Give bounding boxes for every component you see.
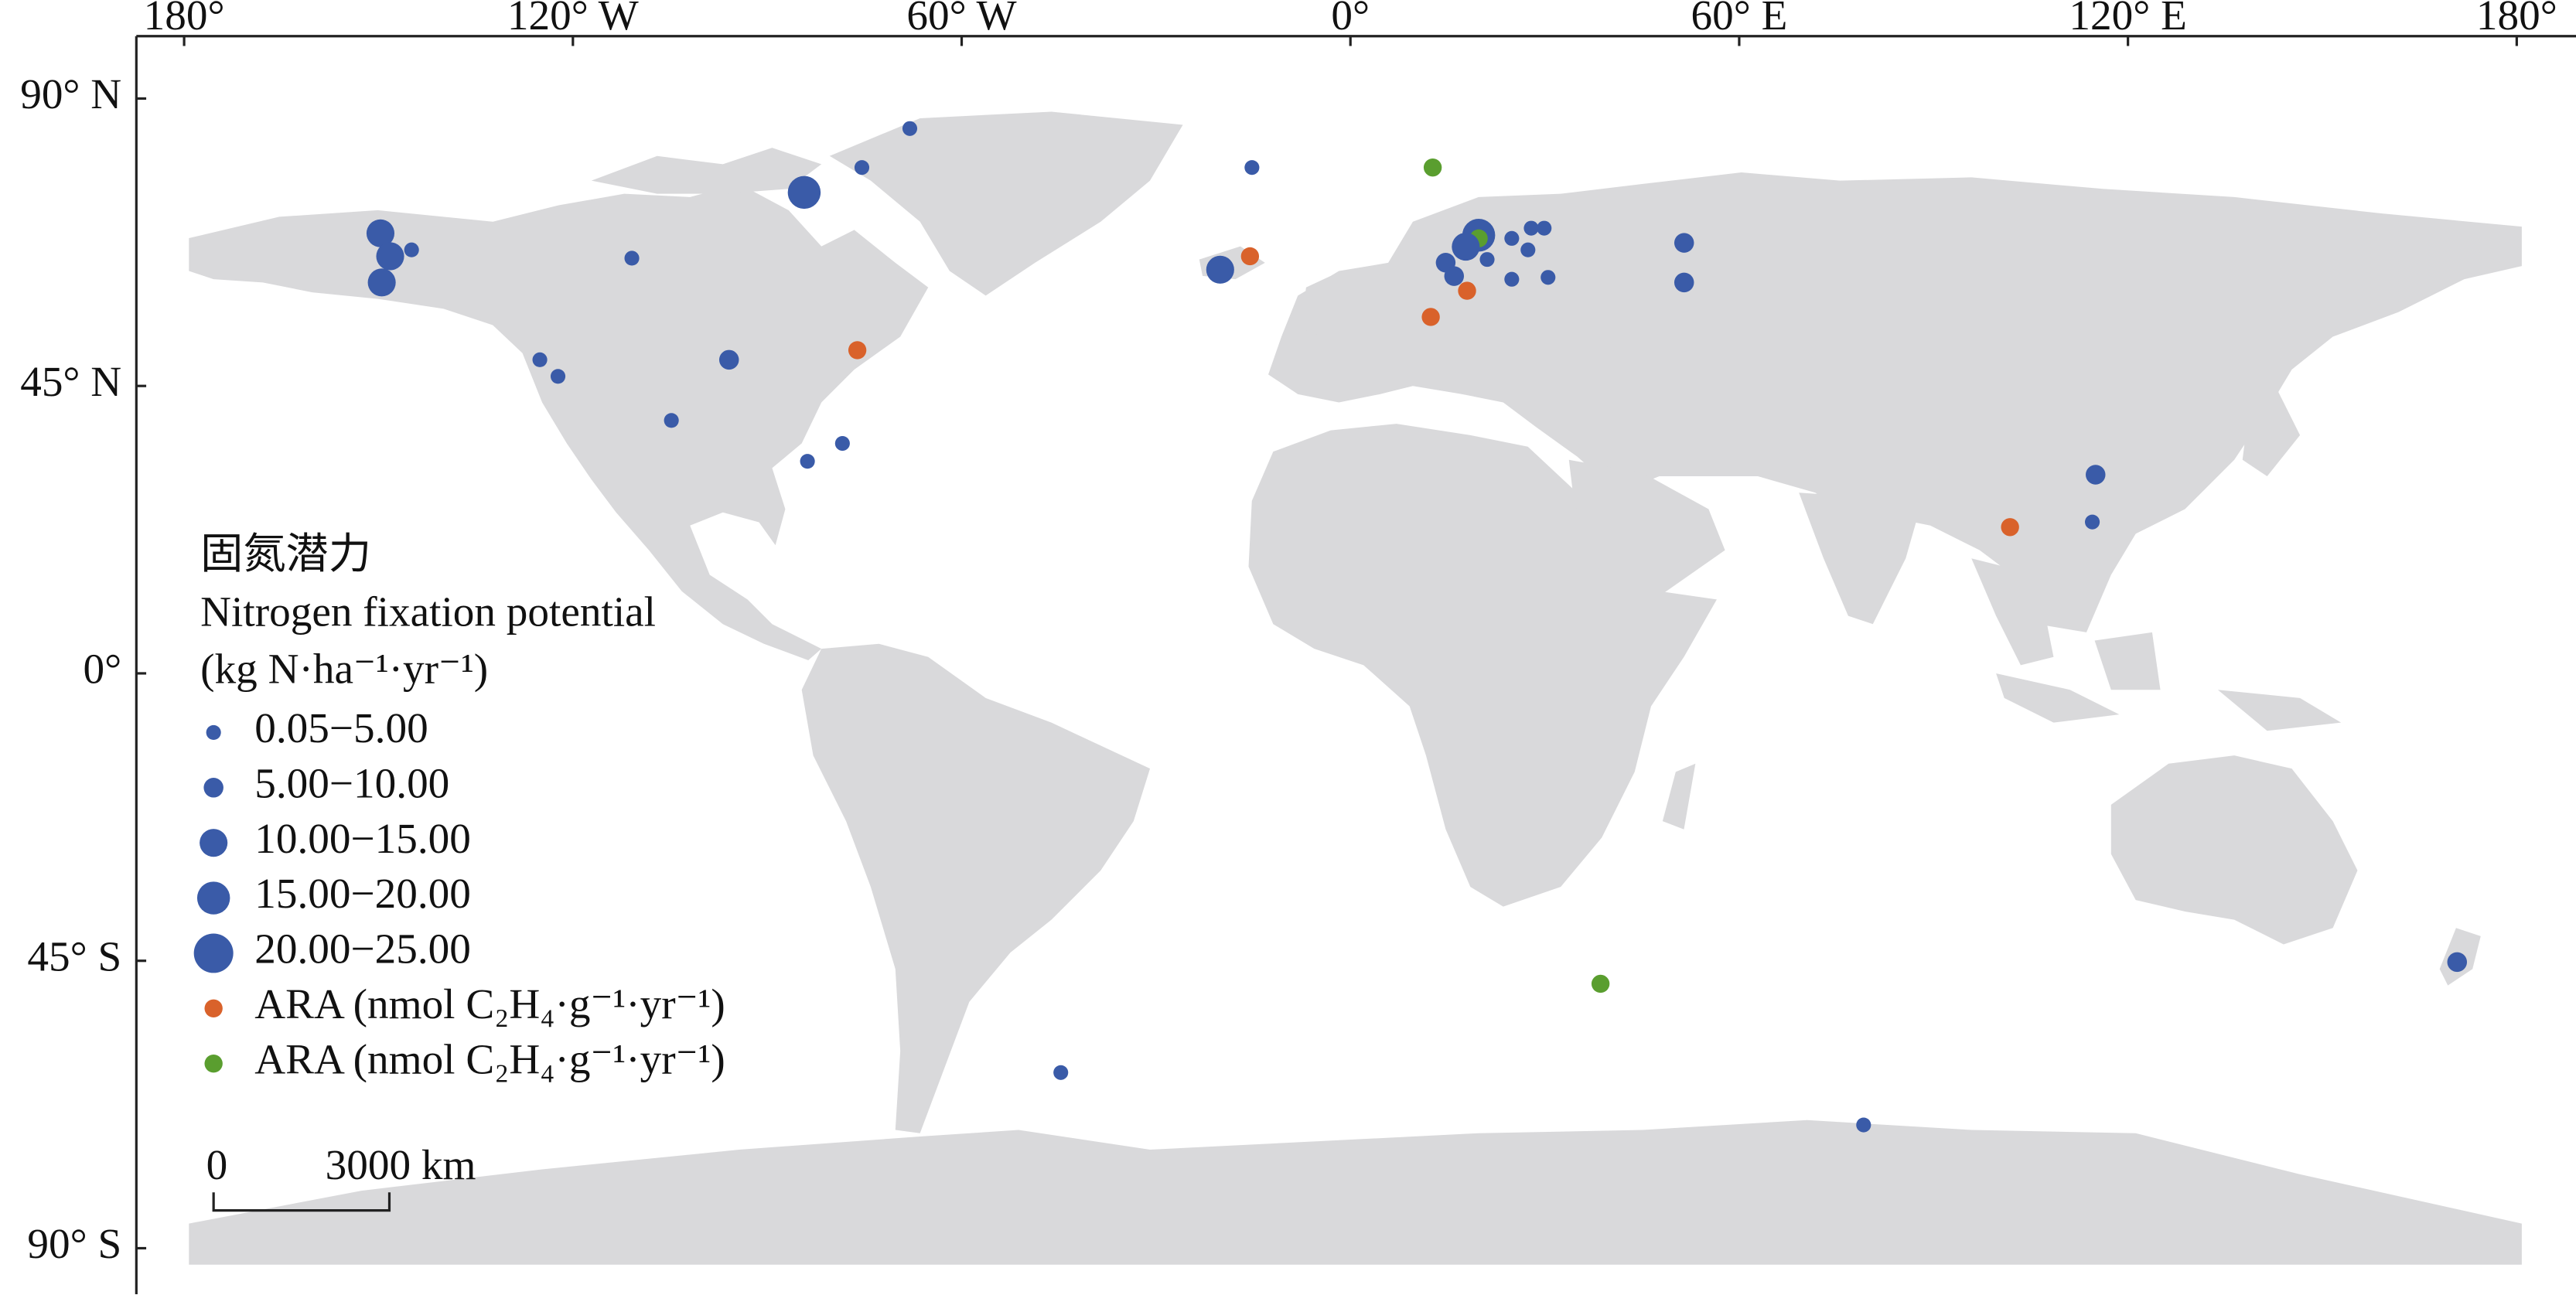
site-marker xyxy=(2086,465,2106,485)
site-marker xyxy=(834,435,850,452)
site-marker xyxy=(1240,247,1260,266)
site-marker xyxy=(1479,252,1495,268)
land xyxy=(2094,632,2161,690)
legend-label: 15.00−20.00 xyxy=(254,870,471,917)
land-layer xyxy=(189,111,2522,1265)
land xyxy=(1662,763,1696,830)
site-marker xyxy=(2085,514,2100,530)
lat-tick-label: 0° xyxy=(83,646,121,693)
land xyxy=(1996,673,2120,723)
site-marker xyxy=(800,454,815,469)
land xyxy=(1971,558,2054,666)
site-marker xyxy=(848,341,867,360)
lon-tick-label: 60° E xyxy=(1691,0,1788,39)
site-marker xyxy=(1537,220,1552,236)
lon-tick-label: 60° W xyxy=(906,0,1017,39)
legend-label: 10.00−15.00 xyxy=(254,815,471,862)
site-marker xyxy=(1674,233,1694,253)
site-marker xyxy=(532,352,548,367)
lon-tick-label: 180° xyxy=(2476,0,2557,39)
legend-swatch xyxy=(204,1055,223,1073)
site-marker xyxy=(1504,271,1520,287)
legend-swatch xyxy=(196,881,230,915)
site-marker xyxy=(550,369,566,384)
lon-tick-label: 0° xyxy=(1331,0,1370,39)
site-marker xyxy=(1674,272,1694,293)
site-marker xyxy=(2001,518,2019,537)
land xyxy=(189,183,929,660)
site-marker xyxy=(1504,230,1520,246)
scale-bar xyxy=(212,1192,391,1212)
legend-label: 20.00−25.00 xyxy=(254,925,471,973)
site-marker xyxy=(1591,974,1610,993)
site-marker xyxy=(1423,158,1442,177)
site-marker xyxy=(2447,952,2468,973)
land xyxy=(1799,492,1923,625)
site-marker xyxy=(1458,281,1476,300)
site-marker xyxy=(366,219,395,247)
land xyxy=(2110,755,2358,945)
legend-swatch xyxy=(193,933,234,973)
lat-tick-label: 45° N xyxy=(20,358,121,405)
site-marker xyxy=(718,349,739,370)
legend-swatch xyxy=(200,829,228,857)
site-marker xyxy=(1452,233,1480,261)
land xyxy=(829,111,1183,296)
land xyxy=(189,1119,2522,1265)
site-marker xyxy=(664,413,679,428)
land xyxy=(2217,690,2342,731)
site-marker xyxy=(1053,1065,1069,1080)
land xyxy=(801,643,1151,1133)
lon-tick-label: 180° xyxy=(144,0,225,39)
legend-title: (kg N·ha⁻¹·yr⁻¹) xyxy=(200,646,488,693)
legend-swatch xyxy=(206,724,221,740)
lat-tick-label: 90° S xyxy=(27,1220,121,1267)
legend-swatch xyxy=(204,999,223,1017)
lat-tick-label: 45° S xyxy=(27,932,121,980)
land xyxy=(1268,172,2522,632)
site-marker xyxy=(1206,255,1234,284)
land xyxy=(2242,386,2301,477)
legend-label: 0.05−5.00 xyxy=(254,704,428,751)
land xyxy=(1568,459,1725,616)
site-marker xyxy=(787,176,821,210)
legend-swatch xyxy=(203,778,223,798)
site-marker xyxy=(1444,266,1465,286)
site-marker xyxy=(1523,220,1539,236)
site-marker xyxy=(376,242,404,271)
legend-label: 5.00−10.00 xyxy=(254,759,449,806)
land xyxy=(591,148,822,194)
site-marker xyxy=(1856,1117,1871,1133)
land xyxy=(1301,275,1344,337)
site-marker xyxy=(1520,242,1536,257)
site-marker xyxy=(404,242,419,257)
legend-title: 固氮潜力 xyxy=(200,530,371,578)
legend-label: ARA (nmol C₂H₄·g⁻¹·yr⁻¹) xyxy=(254,1035,725,1082)
site-marker xyxy=(1421,308,1440,326)
site-marker xyxy=(1540,270,1556,285)
legend-title: Nitrogen fixation potential xyxy=(200,588,656,635)
lat-tick-label: 90° N xyxy=(20,70,121,118)
lon-tick-label: 120° W xyxy=(507,0,640,39)
site-marker xyxy=(854,160,870,176)
legend-label: ARA (nmol C₂H₄·g⁻¹·yr⁻¹) xyxy=(254,980,725,1027)
site-marker xyxy=(367,268,396,297)
site-marker xyxy=(1244,160,1260,176)
scale-end-label: 3000 km xyxy=(326,1141,476,1188)
scale-start-label: 0 xyxy=(206,1141,228,1188)
site-marker xyxy=(902,121,918,136)
lon-tick-label: 120° E xyxy=(2069,0,2186,39)
site-marker xyxy=(624,250,640,266)
